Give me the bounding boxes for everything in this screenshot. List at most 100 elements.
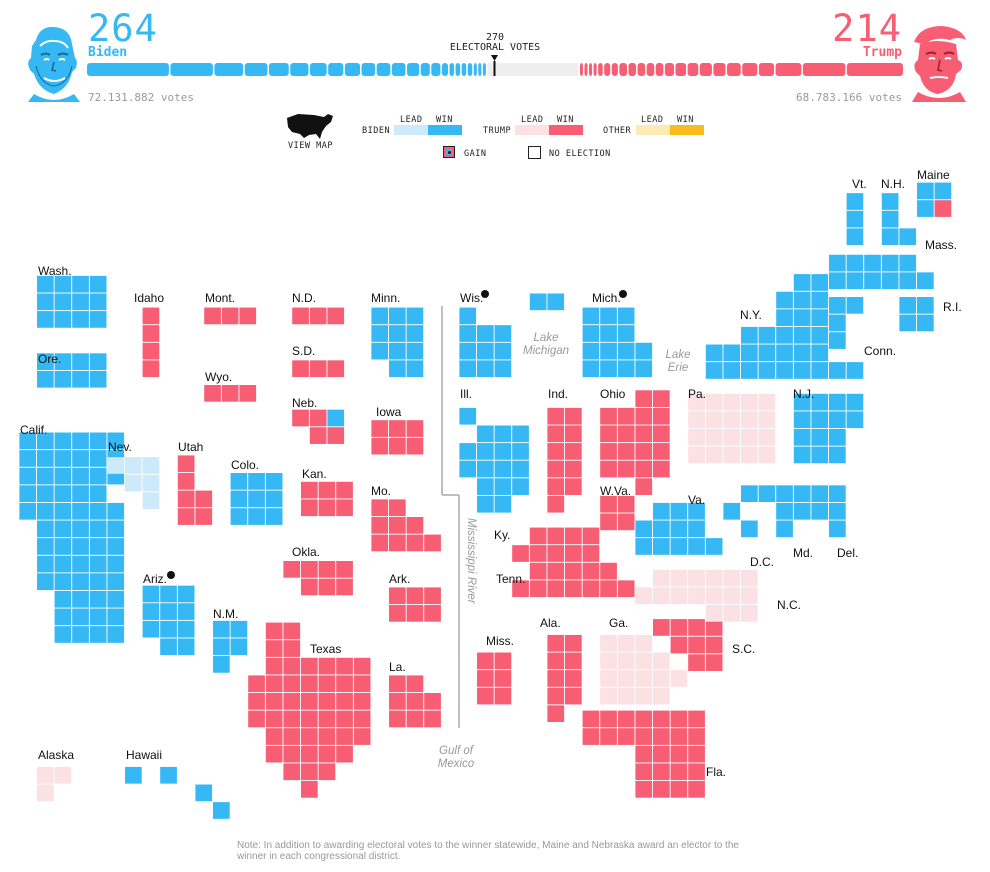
state-label-alaska: Alaska — [38, 748, 74, 762]
ev-tile — [793, 393, 811, 411]
ev-tile — [160, 603, 177, 620]
ev-tile — [600, 325, 617, 342]
ev-tile — [318, 710, 336, 728]
ev-tile — [758, 429, 776, 446]
state-md[interactable] — [741, 485, 829, 538]
ev-bar-segment-dem — [361, 63, 376, 76]
state-utah[interactable] — [177, 455, 213, 525]
state-s-d[interactable] — [292, 360, 345, 378]
ev-tile — [72, 432, 89, 450]
state-mo[interactable] — [371, 499, 441, 552]
ev-tile — [688, 502, 705, 520]
ev-tile — [177, 603, 195, 620]
state-s-c[interactable] — [653, 619, 723, 671]
ev-tile — [811, 326, 829, 344]
state-n-c[interactable] — [635, 569, 758, 622]
state-ky[interactable] — [512, 527, 600, 562]
state-hawaii[interactable] — [125, 766, 230, 819]
state-label-ky: Ky. — [494, 528, 510, 542]
ev-tile — [477, 652, 494, 670]
ev-bar-segment-rep — [619, 63, 627, 76]
state-ariz[interactable] — [142, 585, 195, 656]
ev-tile — [776, 502, 793, 520]
state-wis[interactable] — [459, 307, 512, 378]
state-texas[interactable] — [248, 622, 371, 798]
state-nev[interactable] — [107, 457, 160, 510]
ev-tile — [670, 636, 688, 654]
ev-tile — [565, 545, 582, 562]
state-d-c[interactable] — [723, 502, 758, 538]
state-tenn[interactable] — [512, 562, 635, 598]
state-wash[interactable] — [37, 275, 107, 328]
state-kan[interactable] — [301, 481, 353, 517]
ev-bar-segment-rep — [802, 63, 846, 76]
state-fla[interactable] — [582, 710, 705, 798]
state-wyo[interactable] — [204, 385, 257, 402]
state-n-d[interactable] — [292, 307, 345, 325]
ev-bar-segment-dem — [431, 63, 441, 76]
ev-tile — [705, 619, 723, 636]
state-n-j[interactable] — [793, 393, 864, 464]
ev-tile — [617, 495, 635, 513]
state-conn[interactable] — [829, 297, 864, 349]
state-ga[interactable] — [600, 634, 688, 705]
ev-tile — [846, 193, 864, 210]
state-ala[interactable] — [547, 634, 582, 723]
legend-no-election-swatch — [528, 146, 541, 159]
ev-tile — [292, 360, 309, 378]
state-label-texas: Texas — [310, 642, 341, 656]
state-w-va[interactable] — [600, 478, 653, 531]
state-n-y[interactable] — [705, 274, 864, 379]
ev-tile — [406, 437, 424, 455]
state-mich[interactable] — [529, 293, 653, 378]
ev-tile — [617, 652, 635, 670]
ev-tile — [230, 620, 248, 638]
state-calif[interactable] — [19, 432, 125, 643]
ev-tile — [195, 784, 213, 802]
state-okla[interactable] — [283, 561, 353, 596]
ev-tile — [37, 485, 54, 503]
ev-bar-segment-dem — [467, 63, 473, 76]
state-r-i[interactable] — [899, 297, 934, 332]
ev-tile — [283, 710, 301, 728]
state-ill[interactable] — [459, 407, 529, 513]
ev-tile — [37, 538, 54, 555]
state-n-m[interactable] — [213, 620, 248, 673]
state-colo[interactable] — [230, 473, 283, 525]
gulf-of-mexico-label: Mexico — [438, 758, 475, 770]
ev-tile — [565, 652, 582, 670]
legend-other-win-swatch — [670, 125, 704, 135]
state-mass[interactable] — [829, 254, 934, 290]
state-alaska[interactable] — [37, 766, 72, 802]
ev-tile — [758, 393, 776, 411]
ev-tile — [917, 200, 934, 217]
view-map-toggle[interactable]: VIEW MAP — [284, 110, 340, 155]
state-minn[interactable] — [371, 307, 424, 378]
state-maine[interactable] — [917, 182, 952, 217]
ev-tile — [72, 626, 89, 643]
state-ore[interactable] — [37, 353, 107, 388]
state-iowa[interactable] — [371, 420, 424, 455]
state-ind[interactable] — [547, 407, 582, 513]
state-pa[interactable] — [688, 393, 776, 464]
state-vt[interactable] — [846, 193, 864, 246]
biden-votes: 72.131.882 votes — [88, 91, 194, 104]
state-neb[interactable] — [292, 409, 345, 444]
ev-tile — [829, 411, 846, 429]
state-mont[interactable] — [204, 307, 257, 325]
state-ark[interactable] — [389, 587, 441, 622]
state-miss[interactable] — [477, 652, 512, 705]
ev-tile — [37, 784, 54, 802]
state-n-h[interactable] — [881, 193, 917, 246]
state-idaho[interactable] — [142, 307, 160, 378]
state-la[interactable] — [389, 675, 441, 728]
state-ohio[interactable] — [600, 390, 670, 478]
state-del[interactable] — [829, 485, 846, 538]
ev-tile — [389, 307, 406, 325]
ev-tile — [309, 360, 327, 378]
ev-tile — [477, 325, 494, 342]
ev-tile — [582, 527, 600, 545]
state-va[interactable] — [635, 502, 723, 555]
ev-tile — [617, 325, 635, 342]
ev-tile — [177, 638, 195, 656]
